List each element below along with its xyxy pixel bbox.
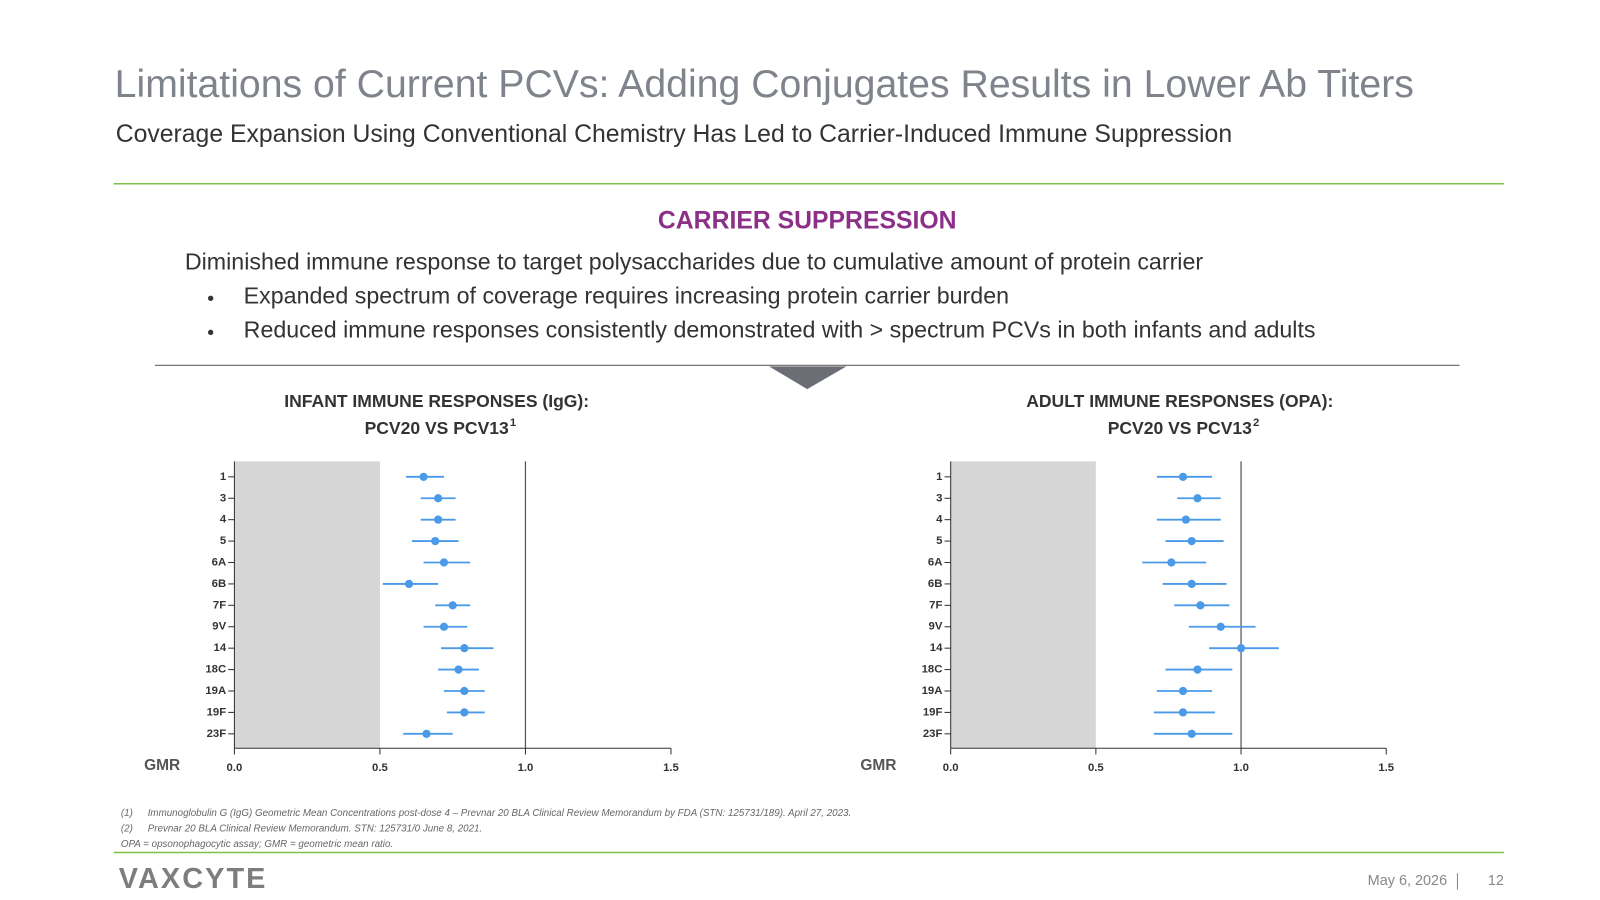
- point-estimate: [434, 494, 443, 503]
- body-text: Diminished immune response to target pol…: [185, 248, 1204, 274]
- point-estimate: [404, 579, 414, 589]
- footnote-text: Prevnar 20 BLA Clinical Review Memorandu…: [148, 823, 483, 834]
- chart-subtitle: PCV20 VS PCV13: [365, 418, 509, 438]
- point-estimate: [1193, 665, 1202, 674]
- point-estimate: [434, 515, 443, 524]
- y-tick-label: 19A: [922, 685, 943, 697]
- y-tick-label: 4: [936, 514, 943, 526]
- point-estimate: [460, 686, 469, 696]
- point-estimate: [439, 558, 449, 567]
- point-estimate: [460, 644, 469, 653]
- footnote-number: (1): [121, 808, 133, 819]
- point-estimate: [431, 536, 440, 546]
- x-tick-label: 0.5: [1088, 762, 1104, 774]
- y-tick-label: 19F: [923, 706, 943, 718]
- y-tick-label: 18C: [205, 664, 226, 676]
- y-tick-label: 6B: [928, 578, 943, 590]
- x-axis-label: GMR: [860, 757, 896, 774]
- point-estimate: [419, 472, 428, 481]
- x-tick-label: 0.5: [372, 762, 388, 774]
- y-tick-label: 18C: [922, 664, 943, 676]
- point-estimate: [1178, 472, 1188, 481]
- y-tick-label: 23F: [207, 728, 227, 740]
- chart-title: INFANT IMMUNE RESPONSES (IgG):: [284, 391, 589, 411]
- bullet-text: Reduced immune responses consistently de…: [244, 316, 1316, 342]
- point-estimate: [1187, 536, 1196, 546]
- point-estimate: [1236, 644, 1246, 653]
- y-tick-label: 4: [220, 514, 227, 526]
- point-estimate: [1196, 601, 1205, 610]
- point-estimate: [1187, 579, 1196, 589]
- y-tick-label: 7F: [929, 599, 942, 611]
- y-tick-label: 3: [220, 492, 226, 504]
- y-tick-label: 6B: [212, 578, 227, 590]
- x-tick-label: 1.5: [663, 762, 679, 774]
- footnote-number: (2): [121, 823, 133, 834]
- x-tick-label: 0.0: [943, 762, 959, 774]
- y-tick-label: 14: [930, 642, 943, 654]
- footnote-text: Immunoglobulin G (IgG) Geometric Mean Co…: [148, 808, 852, 819]
- date: May 6, 2026: [1368, 873, 1447, 889]
- section-heading: CARRIER SUPPRESSION: [658, 207, 957, 234]
- point-estimate: [1216, 622, 1225, 631]
- shaded-region: [234, 461, 380, 749]
- y-tick-label: 9V: [212, 621, 226, 633]
- y-tick-label: 6A: [212, 557, 227, 569]
- bullet-dot: [207, 295, 214, 301]
- shaded-region: [950, 461, 1096, 749]
- point-estimate: [1178, 708, 1188, 717]
- slide-title: Limitations of Current PCVs: Adding Conj…: [115, 62, 1414, 106]
- bullet-text: Expanded spectrum of coverage requires i…: [244, 282, 1009, 308]
- y-tick-label: 19F: [207, 706, 227, 718]
- logo: VAXCYTE: [119, 863, 268, 895]
- y-tick-label: 23F: [923, 728, 943, 740]
- y-tick-label: 5: [220, 535, 226, 547]
- page-number: 12: [1488, 873, 1504, 889]
- y-tick-label: 1: [936, 471, 942, 483]
- footnote-ref: 1: [510, 417, 516, 429]
- point-estimate: [460, 708, 469, 717]
- point-estimate: [448, 601, 457, 610]
- y-tick-label: 5: [936, 535, 942, 547]
- point-estimate: [1187, 729, 1196, 738]
- point-estimate: [1167, 558, 1176, 567]
- arrow-down: [769, 366, 847, 390]
- x-axis-label: GMR: [144, 757, 180, 774]
- y-tick-label: 7F: [213, 599, 226, 611]
- point-estimate: [439, 622, 449, 631]
- chart-subtitle: PCV20 VS PCV13: [1108, 418, 1252, 438]
- y-tick-label: 3: [936, 492, 942, 504]
- point-estimate: [454, 665, 463, 674]
- bullet-dot: [207, 329, 214, 336]
- point-estimate: [1193, 494, 1202, 503]
- y-tick-label: 6A: [928, 557, 943, 569]
- point-estimate: [1181, 515, 1191, 524]
- slide-subtitle: Coverage Expansion Using Conventional Ch…: [116, 121, 1232, 148]
- footnote-text: OPA = opsonophagocytic assay; GMR = geom…: [121, 839, 393, 850]
- y-tick-label: 19A: [205, 685, 226, 697]
- x-tick-label: 0.0: [227, 762, 243, 774]
- y-tick-label: 9V: [929, 621, 943, 633]
- x-tick-label: 1.0: [1233, 762, 1249, 774]
- x-tick-label: 1.0: [518, 762, 534, 774]
- footnote-ref: 2: [1253, 417, 1259, 429]
- chart-title: ADULT IMMUNE RESPONSES (OPA):: [1026, 391, 1333, 411]
- x-tick-label: 1.5: [1378, 762, 1394, 774]
- y-tick-label: 1: [220, 471, 226, 483]
- point-estimate: [1178, 686, 1188, 696]
- y-tick-label: 14: [214, 642, 227, 654]
- point-estimate: [422, 729, 431, 738]
